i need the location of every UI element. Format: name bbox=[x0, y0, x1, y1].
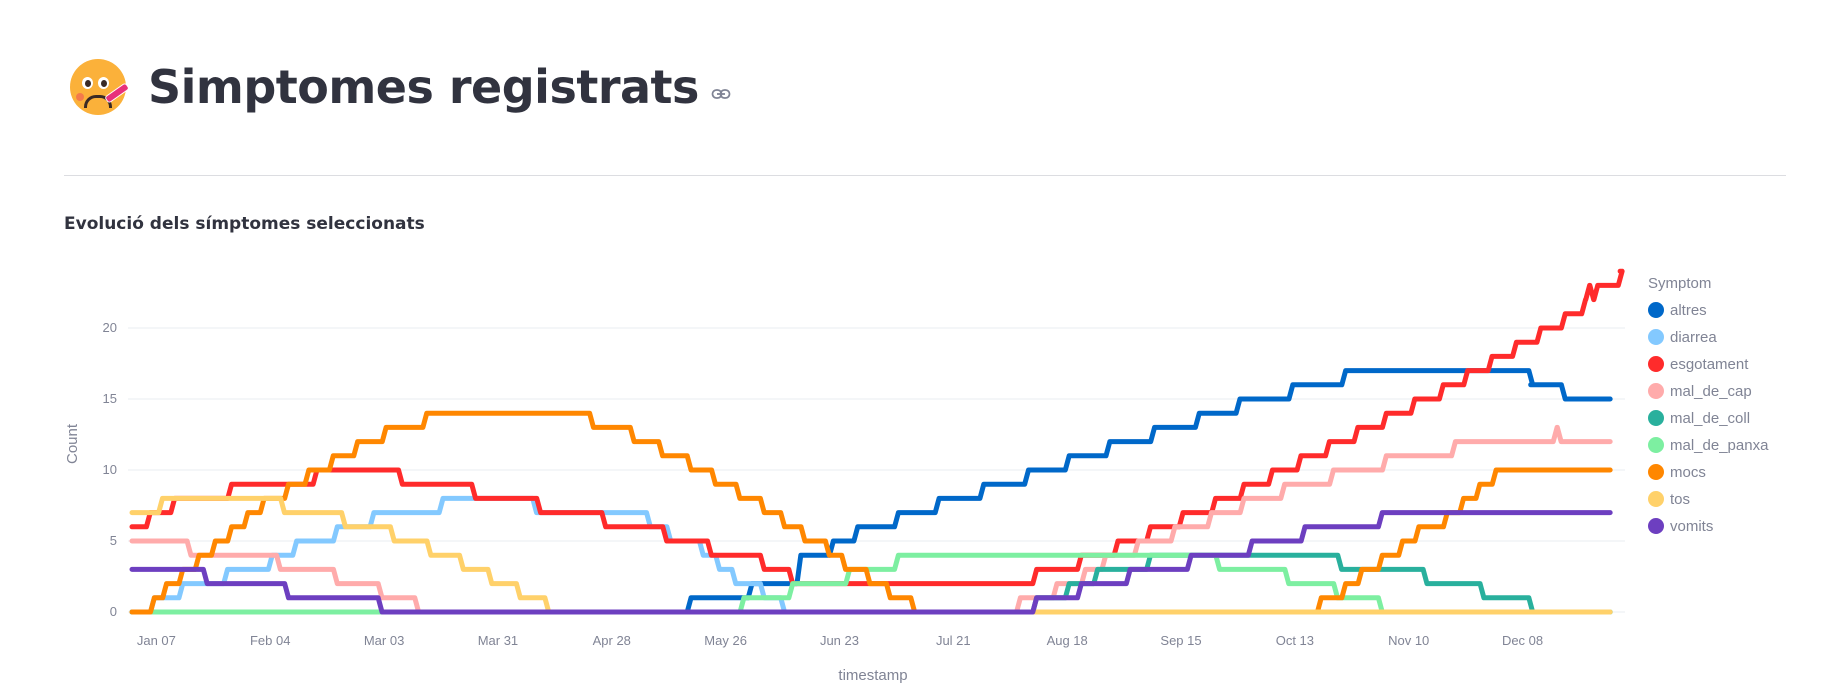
x-tick-label: Sep 15 bbox=[1160, 633, 1201, 648]
x-axis-title: timestamp bbox=[838, 667, 907, 684]
series-line-esgotament[interactable] bbox=[129, 268, 1625, 587]
series-line-tos[interactable] bbox=[129, 495, 1613, 615]
x-tick-label: Aug 18 bbox=[1047, 633, 1088, 648]
legend-label: mal_de_coll bbox=[1670, 410, 1750, 427]
chart-title: Evolució dels símptomes seleccionats bbox=[64, 214, 425, 234]
legend-item-diarrea[interactable]: diarrea bbox=[1648, 329, 1717, 346]
legend-item-tos[interactable]: tos bbox=[1648, 491, 1690, 508]
legend-swatch bbox=[1648, 518, 1664, 534]
legend-swatch bbox=[1648, 464, 1664, 480]
x-tick-label: Feb 04 bbox=[250, 633, 290, 648]
x-tick-label: Nov 10 bbox=[1388, 633, 1429, 648]
legend-swatch bbox=[1648, 329, 1664, 345]
x-tick-label: Dec 08 bbox=[1502, 633, 1543, 648]
y-tick-label: 5 bbox=[110, 533, 117, 548]
y-tick-label: 20 bbox=[103, 320, 117, 335]
y-axis-title: Count bbox=[64, 423, 81, 464]
x-tick-label: Jan 07 bbox=[137, 633, 176, 648]
legend-swatch bbox=[1648, 383, 1664, 399]
series-line-altres[interactable] bbox=[129, 368, 1613, 615]
legend-swatch bbox=[1648, 491, 1664, 507]
legend: Symptom altres diarrea esgotament mal_de_cap… bbox=[1648, 275, 1769, 535]
series-line-mal_de_cap[interactable] bbox=[129, 424, 1613, 615]
x-tick-label: Oct 13 bbox=[1276, 633, 1314, 648]
legend-swatch bbox=[1648, 356, 1664, 372]
legend-swatch bbox=[1648, 410, 1664, 426]
legend-item-esgotament[interactable]: esgotament bbox=[1648, 356, 1749, 373]
legend-item-mocs[interactable]: mocs bbox=[1648, 464, 1706, 481]
x-tick-label: Jun 23 bbox=[820, 633, 859, 648]
y-axis: 0 5 10 15 20 bbox=[103, 320, 117, 619]
face-with-thermometer-icon bbox=[70, 59, 130, 115]
legend-label: diarrea bbox=[1670, 329, 1717, 346]
y-tick-label: 0 bbox=[110, 604, 117, 619]
legend-label: vomits bbox=[1670, 518, 1713, 535]
legend-item-mal_de_coll[interactable]: mal_de_coll bbox=[1648, 410, 1750, 427]
y-tick-label: 10 bbox=[103, 462, 117, 477]
legend-label: mal_de_cap bbox=[1670, 383, 1752, 400]
legend-swatch bbox=[1648, 437, 1664, 453]
x-tick-label: May 26 bbox=[704, 633, 747, 648]
y-tick-label: 15 bbox=[103, 391, 117, 406]
legend-label: mal_de_panxa bbox=[1670, 437, 1769, 454]
x-tick-label: Mar 31 bbox=[478, 633, 518, 648]
series-line-mocs[interactable] bbox=[129, 410, 1613, 615]
legend-item-vomits[interactable]: vomits bbox=[1648, 518, 1713, 535]
legend-label: esgotament bbox=[1670, 356, 1749, 373]
page-header: Simptomes registrats bbox=[70, 52, 731, 122]
series-line-vomits[interactable] bbox=[129, 510, 1613, 615]
series-lines bbox=[129, 268, 1625, 615]
legend-item-mal_de_cap[interactable]: mal_de_cap bbox=[1648, 383, 1752, 400]
x-tick-label: Mar 03 bbox=[364, 633, 404, 648]
legend-item-mal_de_panxa[interactable]: mal_de_panxa bbox=[1648, 437, 1769, 454]
legend-label: mocs bbox=[1670, 464, 1706, 481]
divider bbox=[64, 175, 1786, 176]
legend-swatch bbox=[1648, 302, 1664, 318]
legend-label: tos bbox=[1670, 491, 1690, 508]
link-icon[interactable] bbox=[711, 85, 731, 104]
legend-title: Symptom bbox=[1648, 275, 1711, 292]
x-tick-label: Apr 28 bbox=[593, 633, 631, 648]
legend-label: altres bbox=[1670, 302, 1707, 319]
legend-item-altres[interactable]: altres bbox=[1648, 302, 1707, 319]
page-title: Simptomes registrats bbox=[148, 60, 699, 114]
x-axis: Jan 07 Feb 04 Mar 03 Mar 31 Apr 28 May 26 Jun … bbox=[137, 633, 1543, 648]
x-tick-label: Jul 21 bbox=[936, 633, 971, 648]
